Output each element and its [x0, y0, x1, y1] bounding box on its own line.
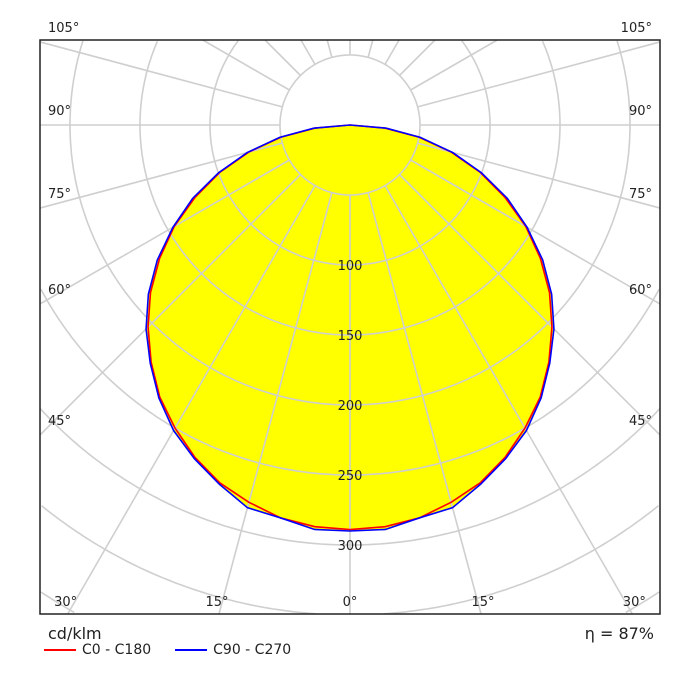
grid-ring: [350, 408, 661, 546]
grid-spoke: [384, 39, 400, 65]
unit-label: cd/klm: [48, 624, 102, 643]
grid-ring: [41, 505, 316, 615]
legend-swatch-red: [44, 649, 76, 651]
grid-spoke: [367, 39, 374, 58]
angle-tick-label: 75°: [48, 187, 71, 202]
grid-spoke: [202, 39, 290, 91]
radial-tick-label: 250: [338, 469, 363, 484]
angle-tick-label: 30°: [623, 595, 646, 610]
grid-spoke: [39, 159, 290, 305]
grid-spoke: [218, 192, 333, 615]
grid-spoke: [66, 185, 316, 615]
grid-ring: [350, 288, 660, 476]
legend-label: C90 - C270: [213, 642, 292, 658]
grid-spoke: [264, 39, 302, 77]
grid-spoke: [39, 173, 302, 436]
grid-spoke: [367, 192, 482, 615]
grid-spoke: [384, 185, 634, 615]
grid-spoke: [39, 142, 283, 209]
radial-tick-label: 300: [338, 539, 363, 554]
grid-ring: [40, 591, 75, 614]
angle-tick-label: 45°: [48, 414, 71, 429]
radial-tick-label: 200: [338, 399, 363, 414]
angle-tick-label: 60°: [48, 283, 71, 298]
legend-swatch-blue: [175, 649, 208, 651]
grid-spoke: [39, 41, 283, 108]
angle-tick-label: 15°: [472, 595, 495, 610]
grid-ring: [209, 40, 350, 266]
grid-ring: [40, 288, 350, 476]
grid-ring: [350, 40, 631, 406]
series-curve-1: [145, 124, 555, 532]
grid-ring: [69, 40, 350, 406]
chart-frame: [39, 39, 661, 615]
grid-spoke: [398, 39, 436, 77]
efficiency-label: η = 87%: [584, 624, 654, 643]
grid-ring: [350, 40, 561, 336]
grid-ring: [39, 408, 350, 546]
grid-spoke: [326, 39, 333, 58]
plot-area: 100 150 200 250 300 0° 15° 15° 30° 30° 45° 45° 60° 60…: [39, 21, 661, 615]
legend-item-c90: C90 - C270: [175, 642, 291, 658]
radial-tick-label: 100: [338, 259, 363, 274]
legend-item-c0: C0 - C180: [44, 642, 151, 658]
angle-tick-label: 105°: [48, 21, 79, 36]
angle-tick-label: 30°: [54, 595, 77, 610]
grid-spoke: [398, 173, 661, 436]
angle-tick-label: 0°: [343, 595, 358, 610]
grid-ring: [625, 591, 660, 614]
grid-ring: [384, 505, 659, 615]
grid-spoke: [417, 142, 661, 209]
angle-tick-label: 90°: [629, 104, 652, 119]
grid-spoke: [417, 41, 661, 108]
angle-tick-label: 75°: [629, 187, 652, 202]
legend-label: C0 - C180: [82, 642, 152, 658]
angle-tick-label: 105°: [621, 21, 652, 36]
angle-tick-label: 15°: [205, 595, 228, 610]
grid-spoke: [410, 39, 498, 91]
grid-spoke: [410, 159, 661, 305]
angle-tick-label: 45°: [629, 414, 652, 429]
angle-tick-label: 60°: [629, 283, 652, 298]
legend: C0 - C180 C90 - C270: [44, 642, 291, 658]
grid-ring: [139, 40, 350, 336]
grid-ring: [350, 40, 491, 266]
grid-spoke: [300, 39, 316, 65]
angle-tick-label: 90°: [48, 104, 71, 119]
radial-tick-label: 150: [338, 329, 363, 344]
